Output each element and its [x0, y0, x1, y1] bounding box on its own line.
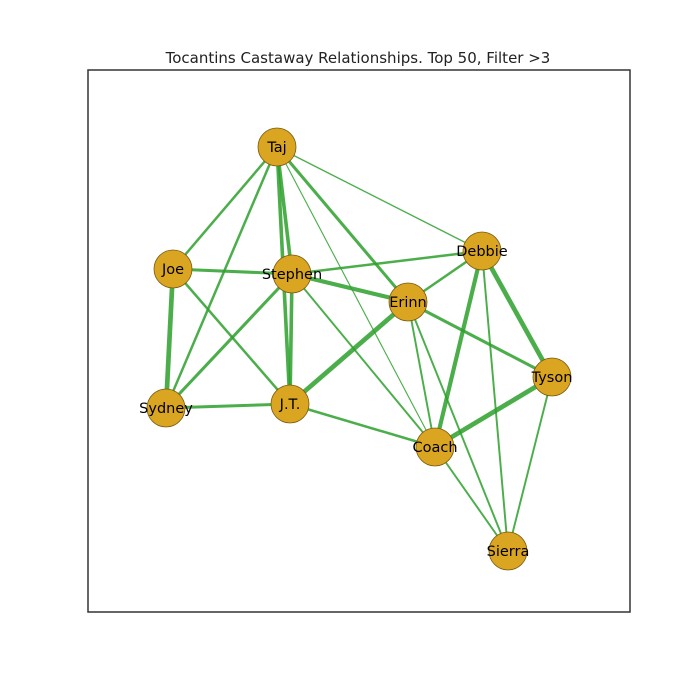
- edge-stephen-coach: [291, 273, 436, 448]
- edge-taj-debbie: [276, 146, 483, 252]
- edges-layer: [163, 146, 555, 552]
- edge-debbie-tyson: [479, 249, 555, 379]
- node-jt: J.T.: [270, 384, 310, 424]
- plot-frame: [87, 69, 631, 613]
- edge-joe-sydney: [163, 268, 176, 409]
- node-label-sydney: Sydney: [139, 401, 193, 417]
- edge-taj-erinn: [275, 146, 410, 303]
- node-stephen: Stephen: [262, 254, 322, 294]
- node-debbie: Debbie: [456, 231, 508, 271]
- edge-coach-tyson: [433, 374, 554, 450]
- node-label-sierra: Sierra: [487, 544, 530, 560]
- node-label-joe: Joe: [161, 262, 184, 278]
- node-label-debbie: Debbie: [456, 244, 508, 260]
- node-label-coach: Coach: [412, 440, 457, 456]
- edge-jt-erinn: [288, 300, 410, 406]
- edge-stephen-debbie: [291, 249, 483, 276]
- node-circle-stephen: [272, 254, 312, 294]
- node-erinn: Erinn: [388, 282, 428, 322]
- edge-jt-coach: [289, 402, 436, 449]
- node-circle-sydney: [146, 388, 186, 428]
- node-label-stephen: Stephen: [262, 267, 322, 283]
- node-tyson: Tyson: [531, 357, 573, 397]
- node-joe: Joe: [153, 249, 193, 289]
- node-label-taj: Taj: [266, 140, 286, 156]
- node-label-erinn: Erinn: [389, 295, 427, 311]
- edge-joe-stephen: [172, 267, 293, 276]
- node-circle-coach: [415, 427, 455, 467]
- edge-erinn-sierra: [407, 301, 509, 552]
- edge-stephen-erinn: [291, 271, 409, 305]
- edge-taj-coach: [276, 146, 436, 448]
- edge-taj-joe: [172, 146, 278, 270]
- node-coach: Coach: [412, 427, 458, 467]
- figure-title: Tocantins Castaway Relationships. Top 50…: [165, 49, 551, 67]
- edge-erinn-coach: [407, 301, 436, 448]
- edge-sydney-jt: [165, 402, 291, 410]
- edge-tyson-sierra: [507, 376, 553, 552]
- edge-stephen-jt: [288, 273, 294, 405]
- node-sierra: Sierra: [487, 531, 530, 571]
- node-sydney: Sydney: [139, 388, 193, 428]
- node-circle-erinn: [388, 282, 428, 322]
- node-circle-taj: [257, 127, 297, 167]
- edge-stephen-sydney: [164, 272, 294, 410]
- edge-erinn-tyson: [407, 300, 553, 379]
- node-circle-sierra: [488, 531, 528, 571]
- edge-coach-sierra: [434, 446, 509, 552]
- node-circle-jt: [270, 384, 310, 424]
- node-taj: Taj: [257, 127, 297, 167]
- node-circle-joe: [153, 249, 193, 289]
- node-circle-debbie: [462, 231, 502, 271]
- node-label-jt: J.T.: [279, 397, 301, 413]
- edge-debbie-sierra: [481, 250, 509, 552]
- edge-taj-sydney: [164, 146, 279, 409]
- nodes-layer: Taj Joe Stephen Debbie Erinn Tyson Sydney J.T. C…: [139, 127, 573, 571]
- node-circle-tyson: [532, 357, 572, 397]
- edge-debbie-coach: [432, 250, 485, 448]
- node-label-tyson: Tyson: [531, 370, 573, 386]
